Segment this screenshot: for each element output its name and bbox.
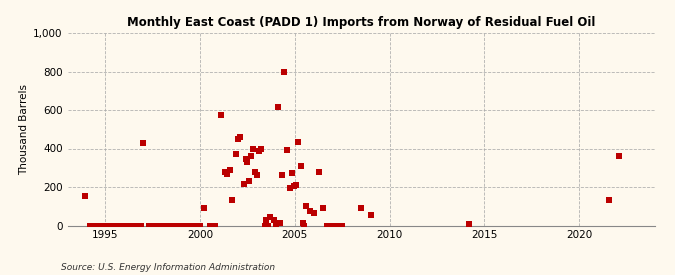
Point [464,221,475,226]
Point [321,223,332,228]
Point [269,218,279,222]
Point [90,223,101,228]
Point [204,223,215,228]
Point [184,223,194,228]
Point [231,152,242,156]
Point [295,164,306,168]
Y-axis label: Thousand Barrels: Thousand Barrels [19,84,29,175]
Point [248,147,259,152]
Point [113,223,124,228]
Point [246,154,256,158]
Point [318,206,329,210]
Point [149,223,160,228]
Point [242,160,253,164]
Point [172,223,183,228]
Point [125,223,136,228]
Point [301,204,312,208]
Point [234,135,245,139]
Point [298,220,308,225]
Point [210,223,221,228]
Point [265,214,275,219]
Point [259,223,270,228]
Point [276,173,287,178]
Point [240,157,251,161]
Point [279,69,290,74]
Point [252,173,263,178]
Point [244,179,254,183]
Point [253,149,264,153]
Point [79,193,90,198]
Point [282,148,293,153]
Point [274,220,285,225]
Point [263,223,273,228]
Point [261,218,272,222]
Point [365,213,376,217]
Point [290,183,301,187]
Point [604,198,615,203]
Point [178,223,188,228]
Point [225,167,236,172]
Point [194,223,205,228]
Point [221,171,232,176]
Point [219,169,230,174]
Point [327,223,338,228]
Point [107,223,118,228]
Point [308,211,319,215]
Point [130,223,141,228]
Point [271,223,281,228]
Point [119,223,130,228]
Point [292,139,303,144]
Point [273,105,284,109]
Point [287,170,298,175]
Point [285,186,296,190]
Point [102,223,113,228]
Point [288,184,299,188]
Point [198,206,209,210]
Title: Monthly East Coast (PADD 1) Imports from Norway of Residual Fuel Oil: Monthly East Coast (PADD 1) Imports from… [127,16,595,29]
Point [314,169,325,174]
Point [155,223,166,228]
Point [614,154,624,158]
Point [161,223,171,228]
Point [189,223,200,228]
Point [331,223,342,228]
Point [255,146,266,151]
Point [299,223,310,228]
Point [337,223,348,228]
Point [136,223,146,228]
Point [304,209,315,213]
Point [215,113,226,117]
Point [144,223,155,228]
Point [238,182,249,186]
Point [233,137,244,141]
Point [138,141,148,145]
Point [356,206,367,210]
Point [97,223,107,228]
Point [166,223,177,228]
Text: Source: U.S. Energy Information Administration: Source: U.S. Energy Information Administ… [61,263,275,272]
Point [85,223,96,228]
Point [227,198,238,203]
Point [250,169,261,174]
